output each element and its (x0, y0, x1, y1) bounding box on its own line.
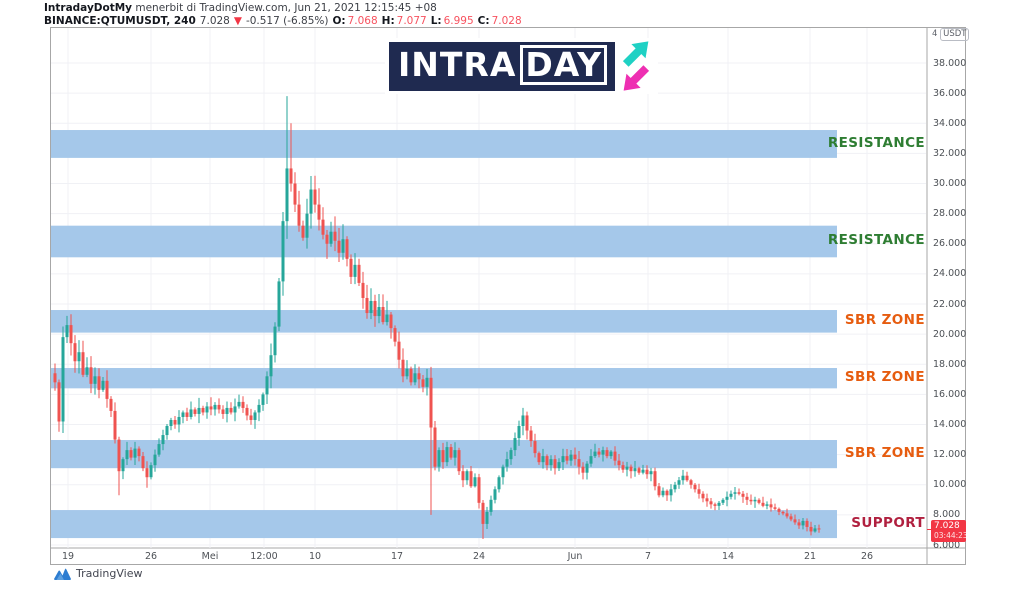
high-label: H: (381, 14, 395, 27)
last-price-badge-value: 7.028 (934, 521, 960, 531)
publisher-name: IntradayDotMy (44, 2, 133, 14)
low-value: 6.995 (443, 14, 474, 27)
down-arrow-icon: ▼ (233, 14, 242, 27)
chart-frame (50, 27, 966, 565)
publisher-rest: menerbit di TradingView.com, Jun 21, 202… (132, 2, 437, 14)
tradingview-label: TradingView (76, 567, 143, 580)
snapshot-header: IntradayDotMy menerbit di TradingView.co… (44, 2, 526, 27)
last-price: 7.028 (199, 14, 230, 27)
open-value: 7.068 (347, 14, 378, 27)
tradingview-logo-icon (54, 568, 71, 580)
unit-currency: USDT (940, 28, 970, 41)
close-label: C: (477, 14, 490, 27)
logo-text-intra: INTRA (398, 45, 517, 84)
bar-countdown: 03:44:23 (934, 531, 968, 540)
tradingview-attribution[interactable]: TradingView (54, 567, 142, 580)
symbol-name: BINANCE:QTUMUSDT, 240 (44, 14, 196, 27)
unit-prefix: 4 (932, 29, 938, 39)
price-change: -0.517 (-6.85%) (245, 14, 329, 27)
publisher-line: IntradayDotMy menerbit di TradingView.co… (44, 2, 526, 15)
last-price-badge: 7.028 03:44:23 (927, 520, 968, 542)
logo-text-day: DAY (520, 44, 608, 85)
low-label: L: (430, 14, 442, 27)
open-label: O: (332, 14, 346, 27)
intraday-logo-box: INTRA DAY (389, 41, 616, 91)
intraday-logo: INTRA DAY (385, 38, 659, 94)
close-value: 7.028 (491, 14, 522, 27)
price-axis-unit-badge: 4 USDT (932, 28, 970, 41)
high-value: 7.077 (396, 14, 427, 27)
symbol-line: BINANCE:QTUMUSDT, 240 7.028 ▼ -0.517 (-6.85… (44, 15, 526, 28)
logo-arrows-icon (622, 41, 650, 91)
